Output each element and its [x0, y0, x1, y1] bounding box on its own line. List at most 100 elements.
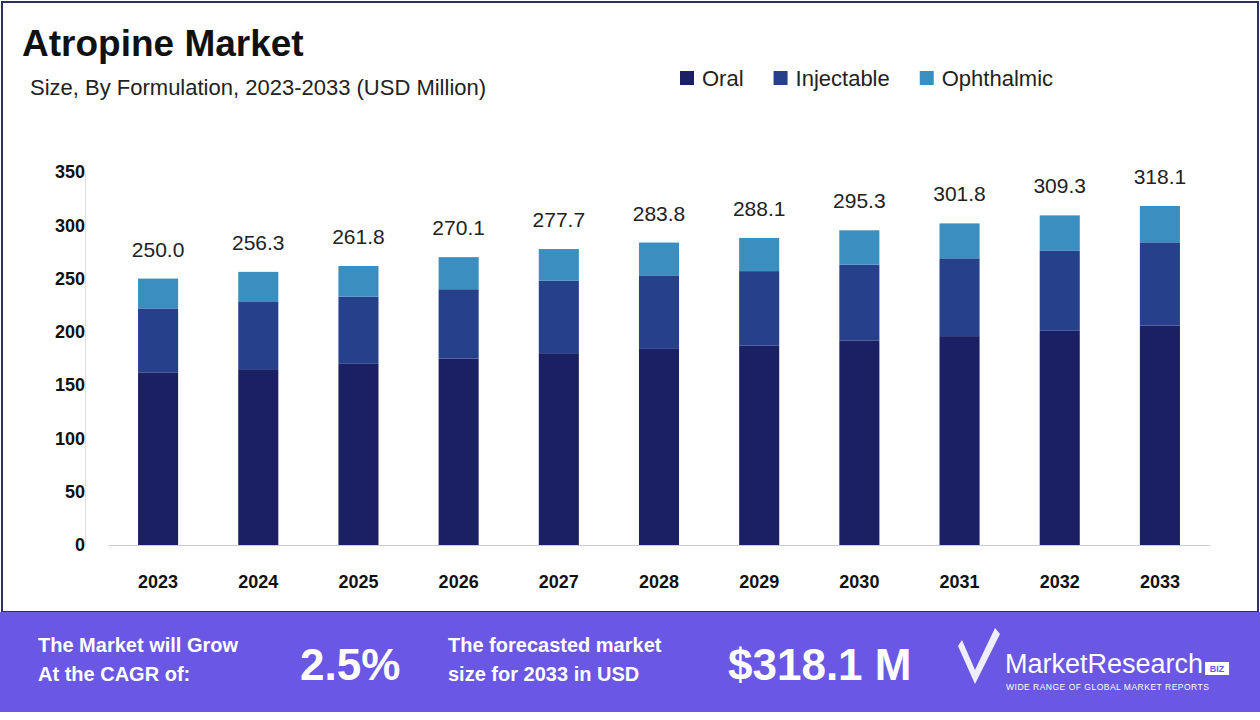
total-label: 250.0 [132, 238, 185, 261]
x-tick: 2031 [940, 545, 980, 592]
bar [1140, 325, 1180, 545]
bar [839, 265, 879, 341]
series-1 [138, 242, 1180, 372]
bar [1040, 331, 1080, 545]
bar [1140, 242, 1180, 325]
x-axis-line [109, 545, 1211, 546]
total-label: 288.1 [733, 197, 786, 220]
logo-icon [958, 628, 1000, 684]
series-0 [138, 325, 1180, 545]
y-tick: 50 [65, 482, 85, 502]
bar [539, 281, 579, 353]
y-axis-line [85, 173, 86, 546]
tagline: WIDE RANGE OF GLOBAL MARKET REPORTS [1006, 682, 1209, 692]
bar [338, 364, 378, 545]
bar [439, 359, 479, 546]
bar [138, 279, 178, 309]
x-tick: 2032 [1040, 545, 1080, 592]
bar [238, 302, 278, 369]
x-tick: 2023 [138, 545, 178, 592]
legend-label: Oral [702, 66, 744, 91]
chart: Atropine Market Size, By Formulation, 202… [0, 0, 1260, 720]
total-label: 261.8 [332, 225, 385, 248]
footer: The Market will Grow At the CAGR of: 2.5% T… [0, 612, 1260, 712]
title: Atropine Market [22, 23, 304, 64]
cagr-label: The Market will Grow [38, 634, 238, 656]
x-tick-label: 2031 [940, 572, 980, 592]
total-label: 309.3 [1033, 174, 1086, 197]
bar [338, 297, 378, 364]
totals: 250.0256.3261.8270.1277.7283.8288.1295.3… [132, 165, 1186, 261]
bar [1040, 215, 1080, 250]
x-tick: 2030 [839, 545, 879, 592]
x-tick-label: 2023 [138, 572, 178, 592]
total-label: 256.3 [232, 231, 285, 254]
frame [2, 2, 1258, 612]
legend-swatch [774, 71, 788, 85]
forecast-value: $318.1 M [728, 640, 911, 689]
x-axis: 2023 2024 2025 2026 2027 2028 2029 2030 2031 2032… [109, 545, 1211, 592]
bar [1140, 206, 1180, 242]
subtitle: Size, By Formulation, 2023-2033 (USD Mil… [30, 75, 486, 100]
y-tick-label: 350 [55, 162, 85, 182]
footer-band [0, 612, 1260, 712]
legend-label: Injectable [796, 66, 890, 91]
bar [940, 336, 980, 545]
x-tick: 2028 [639, 545, 679, 592]
x-tick: 2024 [238, 545, 278, 592]
x-tick-label: 2025 [338, 572, 378, 592]
cagr-value: 2.5% [300, 640, 400, 689]
x-tick-label: 2032 [1040, 572, 1080, 592]
bar [539, 249, 579, 281]
total-label: 283.8 [633, 202, 686, 225]
forecast-label: size for 2033 in USD [448, 663, 639, 685]
y-tick-label: 150 [55, 375, 85, 395]
total-label: 270.1 [432, 216, 485, 239]
bar [839, 230, 879, 264]
x-tick: 2025 [338, 545, 378, 592]
bars [138, 206, 1180, 545]
y-tick-label: 250 [55, 269, 85, 289]
x-tick: 2033 [1140, 545, 1180, 592]
y-tick: 200 [55, 322, 85, 342]
x-tick-label: 2030 [839, 572, 879, 592]
bar [238, 272, 278, 302]
bar [739, 238, 779, 271]
bar [138, 372, 178, 545]
y-axis: 0 50 100 150 200 250 300 350 [55, 162, 86, 555]
bar [739, 346, 779, 545]
bar [639, 243, 679, 276]
bar [539, 353, 579, 545]
x-tick-label: 2027 [539, 572, 579, 592]
bar [639, 349, 679, 545]
y-tick-label: 50 [65, 482, 85, 502]
legend-swatch [920, 71, 934, 85]
total-label: 301.8 [933, 182, 986, 205]
y-tick-label: 100 [55, 429, 85, 449]
y-tick: 350 [55, 162, 85, 182]
y-tick-label: 300 [55, 216, 85, 236]
x-tick-label: 2026 [439, 572, 479, 592]
x-tick-label: 2033 [1140, 572, 1180, 592]
forecast-label: The forecasted market [448, 634, 662, 656]
legend: OralInjectableOphthalmic [680, 66, 1053, 91]
y-tick-label: 200 [55, 322, 85, 342]
bar [839, 340, 879, 545]
bar [138, 308, 178, 372]
bar [940, 258, 980, 336]
x-tick: 2026 [439, 545, 479, 592]
brand-suffix: BIZ [1210, 664, 1225, 674]
total-label: 277.7 [533, 208, 586, 231]
legend-swatch [680, 71, 694, 85]
cagr-label: At the CAGR of: [38, 663, 190, 685]
brand: MarketResearch [1005, 649, 1203, 679]
bar [238, 369, 278, 545]
y-tick: 250 [55, 269, 85, 289]
bar [940, 223, 980, 258]
y-tick: 0 [75, 535, 85, 555]
x-tick-label: 2028 [639, 572, 679, 592]
x-tick: 2027 [539, 545, 579, 592]
x-tick: 2029 [739, 545, 779, 592]
y-tick: 150 [55, 375, 85, 395]
bar [639, 275, 679, 349]
